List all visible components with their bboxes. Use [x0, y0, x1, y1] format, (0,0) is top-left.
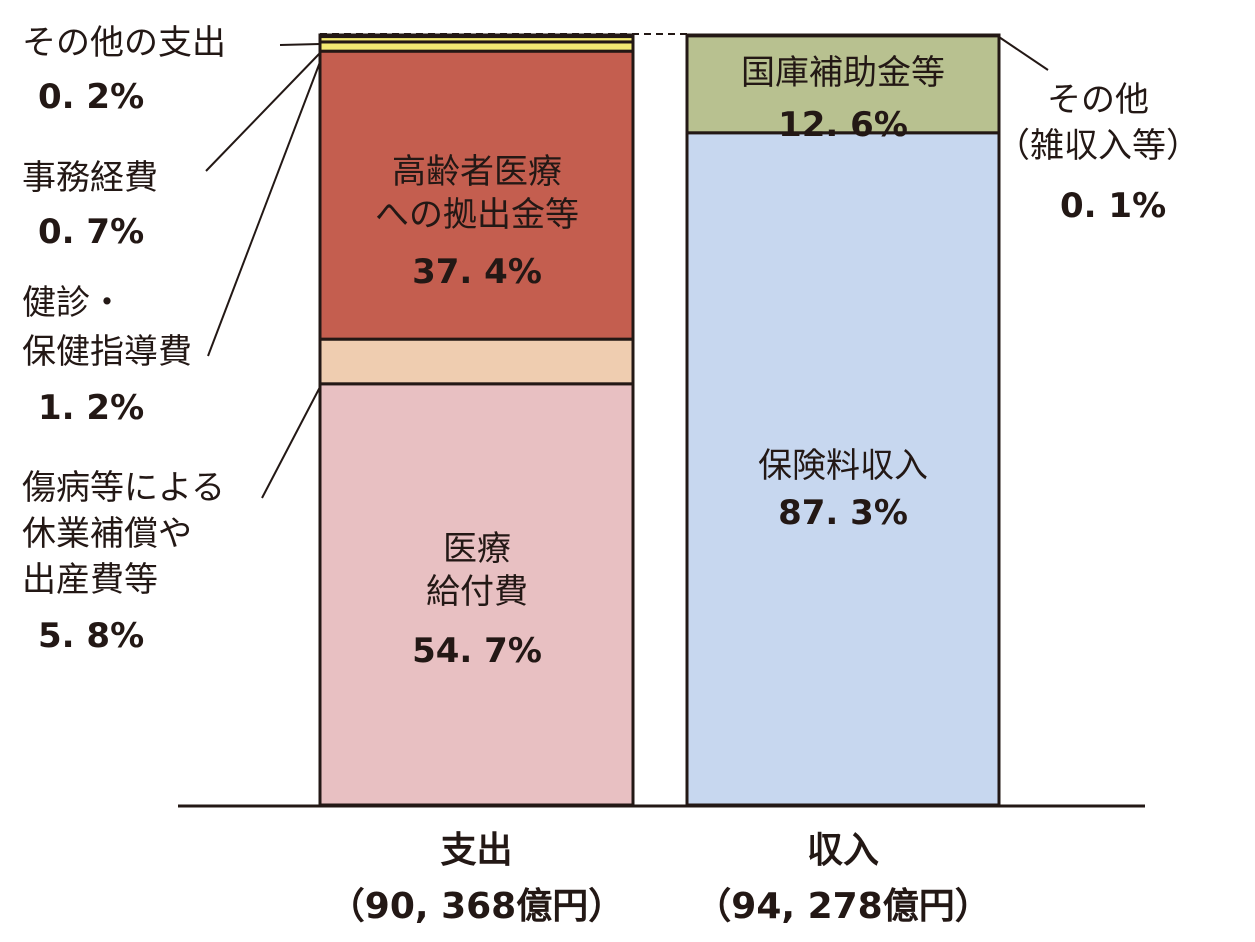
- segment-label-0-1-1: 休業補償や: [22, 514, 192, 554]
- segment-value-0-0: 54. 7%: [412, 631, 542, 671]
- category-total-0: （90, 368億円）: [329, 886, 624, 927]
- category-label-1: 収入: [807, 830, 879, 871]
- segment-label-1-0-0: 保険料収入: [758, 446, 928, 486]
- segment-label-0-2-1: への拠出金等: [375, 195, 579, 235]
- segment-label-0-3-1: 保健指導費: [22, 332, 192, 372]
- leader-line-0-3: [207, 61, 321, 357]
- segment-value-0-4: 0. 7%: [38, 212, 144, 252]
- segment-value-0-2: 37. 4%: [412, 252, 542, 292]
- segment-label-1-1-0: 国庫補助金等: [741, 53, 945, 93]
- category-label-0: 支出: [440, 830, 512, 871]
- leader-line-0-5: [279, 43, 321, 46]
- bar-segment-expense-0: [318, 382, 635, 807]
- segment-label-0-0-1: 給付費: [426, 572, 528, 612]
- segment-label-1-2-0: その他: [1047, 80, 1149, 120]
- segment-value-0-3: 1. 2%: [38, 388, 144, 428]
- segment-label-0-4-0: 事務経費: [22, 158, 158, 198]
- bar-segment-income-0: [685, 131, 1001, 807]
- bar-segment-expense-5: [318, 33, 635, 39]
- segment-label-0-0-0: 医療: [443, 529, 511, 569]
- leader-line-1-2: [998, 36, 1049, 71]
- segment-value-1-0: 87. 3%: [778, 493, 908, 533]
- segment-label-0-1-2: 出産費等: [22, 560, 158, 600]
- bar-segment-income-1: [685, 34, 1001, 135]
- segment-label-0-1-0: 傷病等による: [22, 468, 225, 508]
- segment-value-1-1: 12. 6%: [778, 105, 908, 145]
- leader-line-0-1: [261, 386, 321, 499]
- segment-value-0-5: 0. 2%: [38, 77, 144, 117]
- segment-label-0-2-0: 高齢者医療: [392, 152, 562, 192]
- bar-segment-income-2: [685, 33, 1001, 38]
- segment-label-1-2-1: （雑収入等）: [996, 126, 1200, 166]
- category-total-1: （94, 278億円）: [695, 886, 990, 927]
- segment-value-1-2: 0. 1%: [1060, 186, 1166, 226]
- segment-label-0-5-0: その他の支出: [22, 23, 226, 63]
- segment-value-0-1: 5. 8%: [38, 616, 144, 656]
- bar-segment-expense-1: [318, 337, 635, 386]
- leader-line-0-4: [205, 52, 321, 172]
- segment-label-0-3-0: 健診・: [22, 283, 124, 323]
